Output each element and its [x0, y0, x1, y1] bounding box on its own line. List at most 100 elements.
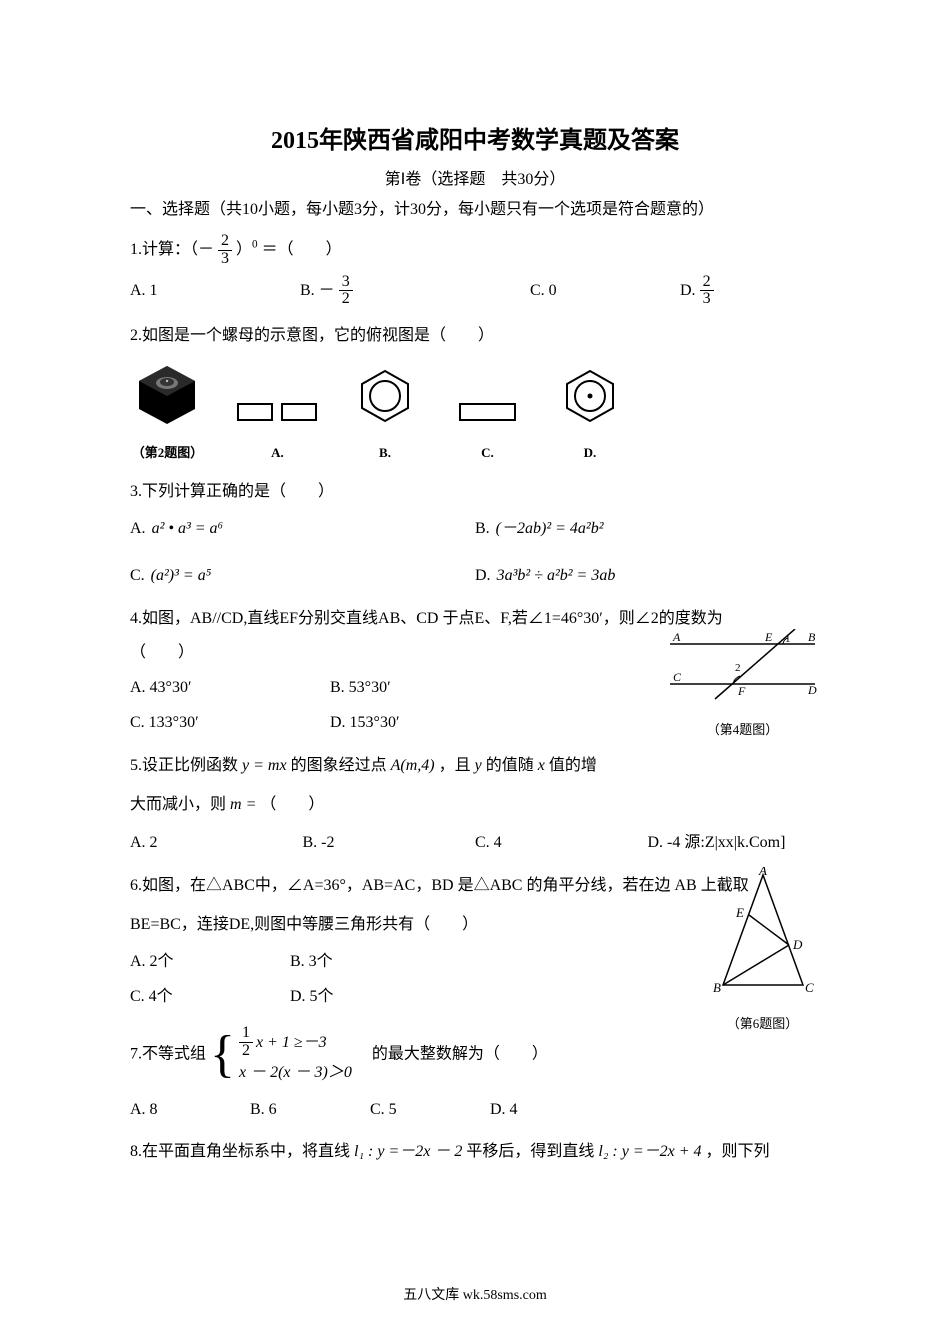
q1-optD-den: 3: [700, 291, 714, 308]
q7-pre: 7.不等式组: [130, 1046, 206, 1063]
question-6: 6.如图，在△ABC中，∠A=36°，AB=AC，BD 是△ABC 的角平分线，…: [130, 872, 820, 1011]
q2-stem: 2.如图是一个螺母的示意图，它的俯视图是（ ）: [130, 322, 820, 351]
q7-row1: x + 1 ≥－3: [256, 1030, 327, 1056]
q1-optB-den: 2: [339, 291, 353, 308]
q5-e: 值的增: [549, 757, 597, 774]
question-2: 2.如图是一个螺母的示意图，它的俯视图是（ ） （第2题图） A.: [130, 322, 820, 464]
q2-labB: B.: [350, 441, 420, 464]
q6-lblE: E: [735, 905, 744, 920]
q5-yeq: y = mx: [242, 757, 287, 774]
q6-optB: B. 3个: [290, 948, 450, 977]
q1-exp: 0: [252, 239, 258, 251]
q1-optB-num: 3: [339, 274, 353, 292]
q5-x: x: [538, 757, 545, 774]
q1-frac-num: 2: [218, 233, 232, 251]
q2-labA: A.: [235, 441, 320, 464]
q2-optD: D.: [555, 366, 625, 464]
instruction: 一、选择题（共10小题，每小题3分，计30分，每小题只有一个选项是符合题意的）: [130, 195, 820, 219]
q4-optA: A. 43°30′: [130, 674, 330, 703]
q5-c: ，且: [439, 757, 475, 774]
nut-3d-icon: [130, 361, 205, 426]
q7-frac: 1 2: [239, 1025, 253, 1060]
q3-stem: 3.下列计算正确的是（ ）: [130, 478, 820, 507]
q3-D-expr: 3a³b² ÷ a²b² = 3ab: [497, 562, 616, 591]
q5-optC: C. 4: [475, 829, 648, 858]
q6-triangle-icon: A B C D E: [705, 867, 820, 997]
q6-fig-caption: （第6题图）: [705, 1012, 820, 1035]
q8-pre: 8.在平面直角坐标系中，将直线: [130, 1143, 350, 1160]
question-8: 8.在平面直角坐标系中，将直线 l₁ : y =－2x － 2 平移后，得到直线…: [130, 1138, 820, 1167]
q6-lblB: B: [713, 980, 721, 995]
question-4: 4.如图，AB//CD,直线EF分别交直线AB、CD 于点E、F,若∠1=46°…: [130, 605, 820, 738]
q1-optD-num: 2: [700, 274, 714, 292]
q2-figure: （第2题图）: [130, 361, 205, 464]
section-label: 第Ⅰ卷（选择题 共30分）: [130, 165, 820, 189]
q4-lblA: A: [672, 630, 681, 644]
q1-stem-post: ）: [236, 241, 252, 258]
q7-frac-den: 2: [239, 1043, 253, 1060]
optA-icon: [235, 386, 320, 426]
question-7: 7.不等式组 { 1 2 x + 1 ≥－3 x － 2(x － 3)＞0 的最…: [130, 1025, 820, 1124]
q1-optD-pre: D.: [680, 281, 700, 298]
q4-lblD: D: [807, 683, 817, 697]
q3-C-label: C.: [130, 562, 145, 591]
q6-lblC: C: [805, 980, 814, 995]
q6-figure: A B C D E （第6题图）: [705, 867, 820, 1035]
q7-post: 的最大整数解为（ ）: [356, 1046, 548, 1063]
q1-frac: 2 3: [218, 233, 232, 268]
q4-lblE: E: [764, 630, 773, 644]
q6-lblD: D: [792, 937, 803, 952]
q8-l1: l₁ : y =－2x － 2: [354, 1143, 462, 1160]
q1-optB-pre: B. －: [300, 281, 335, 298]
q6-lblA: A: [758, 867, 767, 878]
q7-frac-num: 1: [239, 1025, 253, 1043]
q1-stem-pre: 1.计算：（－: [130, 241, 214, 258]
q4-figure: A B C D E F 1 2 （第4题图）: [665, 629, 820, 742]
q3-C-expr: (a²)³ = a⁵: [151, 562, 212, 591]
q4-lines-icon: A B C D E F 1 2: [665, 629, 820, 704]
q6-optA: A. 2个: [130, 948, 290, 977]
q5-optB: B. -2: [303, 829, 476, 858]
optB-icon: [350, 366, 420, 426]
q7-row2: x － 2(x － 3)＞0: [239, 1060, 352, 1086]
q3-D-label: D.: [475, 562, 491, 591]
q1-frac-den: 3: [218, 251, 232, 268]
q4-optB: B. 53°30′: [330, 674, 530, 703]
q4-fig-caption: （第4题图）: [665, 718, 820, 741]
q5-optA: A. 2: [130, 829, 303, 858]
brace-icon: {: [210, 1029, 235, 1081]
q1-optC: C. 0: [530, 277, 680, 306]
q6-optC: C. 4个: [130, 983, 290, 1012]
q5-a: 5.设正比例函数: [130, 757, 242, 774]
page-title: 2015年陕西省咸阳中考数学真题及答案: [130, 120, 820, 155]
question-1: 1.计算：（－ 2 3 ）0 ＝（ ） A. 1 B. － 3 2 C. 0 D…: [130, 233, 820, 308]
q5-paren: （ ）: [260, 796, 324, 813]
q8-l2: l₂ : y =－2x + 4: [598, 1143, 701, 1160]
q4-lblB: B: [808, 630, 816, 644]
q2-optB: B.: [350, 366, 420, 464]
q7-optD: D. 4: [490, 1096, 610, 1125]
q5-b: 的图象经过点: [291, 757, 391, 774]
q8-post: ，则下列: [706, 1143, 770, 1160]
q2-fig-caption: （第2题图）: [130, 441, 205, 464]
optC-icon: [450, 386, 525, 426]
q5-d: 的值随: [486, 757, 538, 774]
q3-A-label: A.: [130, 515, 146, 544]
q3-A-expr: a² • a³ = a⁶: [152, 515, 224, 544]
q3-B-expr: (－2ab)² = 4a²b²: [496, 515, 604, 544]
question-3: 3.下列计算正确的是（ ） A. a² • a³ = a⁶ B. (－2ab)²…: [130, 478, 820, 590]
q8-mid: 平移后，得到直线: [466, 1143, 594, 1160]
question-5: 5.设正比例函数 y = mx 的图象经过点 A(m,4) ，且 y 的值随 x…: [130, 752, 820, 858]
q4-lblF: F: [737, 684, 746, 698]
q5-meq: m =: [230, 796, 256, 813]
q2-labD: D.: [555, 441, 625, 464]
q1-optD-frac: 2 3: [700, 274, 714, 309]
q2-optC: C.: [450, 386, 525, 464]
q1-optB-frac: 3 2: [339, 274, 353, 309]
q5-optD: D. -4 源:Z|xx|k.Com]: [648, 829, 821, 858]
q7-optA: A. 8: [130, 1096, 250, 1125]
optD-icon: [555, 366, 625, 426]
page-footer: 五八文库 wk.58sms.com: [0, 1284, 950, 1304]
q2-optA: A.: [235, 386, 320, 464]
q4-optC: C. 133°30′: [130, 709, 330, 738]
